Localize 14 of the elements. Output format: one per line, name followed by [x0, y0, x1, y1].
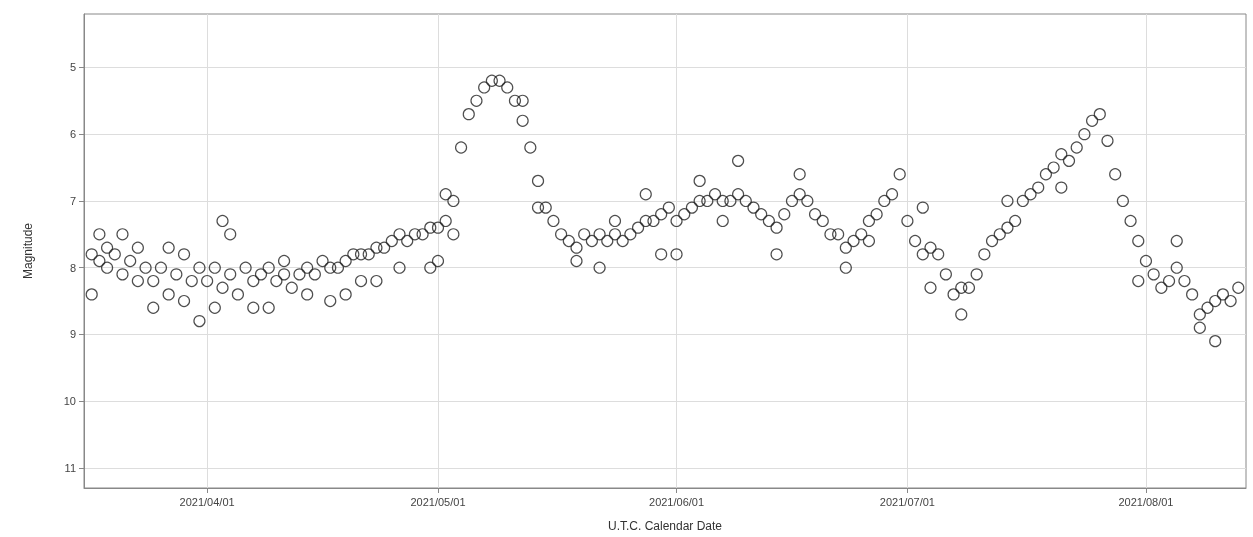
x-tick-label: 2021/06/01: [649, 495, 705, 508]
y-tick-label: 8: [69, 261, 76, 274]
y-tick-label: 10: [63, 395, 76, 408]
x-tick-label: 2021/08/01: [1118, 495, 1174, 508]
y-tick-label: 7: [69, 194, 76, 207]
x-axis-title: U.T.C. Calendar Date: [607, 519, 723, 533]
x-tick-label: 2021/07/01: [879, 495, 935, 508]
y-tick-label: 6: [69, 128, 76, 141]
y-tick-label: 11: [64, 461, 76, 474]
y-axis-title: Magnitude: [21, 222, 35, 280]
x-tick-label: 2021/04/01: [179, 495, 235, 508]
y-tick-label: 5: [69, 61, 76, 74]
y-tick-label: 9: [69, 328, 76, 341]
x-tick-label: 2021/05/01: [410, 495, 466, 508]
